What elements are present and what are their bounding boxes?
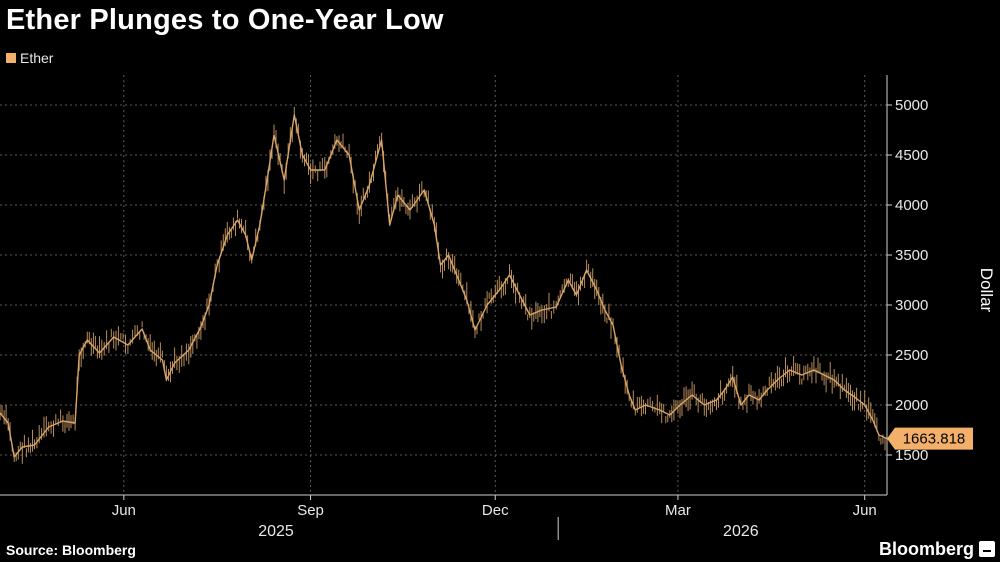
- year-label: 2026: [723, 523, 759, 540]
- y-tick-label: 3000: [895, 297, 928, 314]
- bloomberg-logo: Bloomberg: [878, 539, 974, 559]
- y-tick-label: 4500: [895, 147, 928, 164]
- y-tick-label: 2500: [895, 347, 928, 364]
- bloomberg-terminal-icon: [979, 541, 995, 557]
- ether-price-line: [0, 114, 888, 458]
- y-tick-label: 4000: [895, 197, 928, 214]
- chart-title: Ether Plunges to One-Year Low: [6, 4, 444, 36]
- last-value-label: 1663.818: [903, 431, 966, 448]
- legend-swatch: [6, 53, 16, 63]
- y-tick-label: 2000: [895, 397, 928, 414]
- x-tick-label: Sep: [297, 502, 324, 519]
- legend-label: Ether: [20, 50, 54, 66]
- axes: 1500 2000 2500 3000 3500 4000 4500 5000 Jun Sep De…: [0, 75, 928, 540]
- x-tick-label: Jun: [112, 502, 136, 519]
- last-value-tag: [887, 427, 973, 450]
- legend: Ether: [6, 50, 53, 66]
- last-value-tag-group: 1663.818: [887, 427, 973, 450]
- x-tick-label: Dec: [482, 502, 509, 519]
- year-label: 2025: [258, 523, 294, 540]
- y-tick-label: 3500: [895, 247, 928, 264]
- series-layer: [0, 107, 888, 464]
- grid-lines: [0, 75, 887, 495]
- y-tick-label: 1500: [895, 447, 928, 464]
- y-tick-label: 5000: [895, 97, 928, 114]
- x-tick-label: Mar: [665, 502, 691, 519]
- source-note: Source: Bloomberg: [6, 542, 136, 558]
- x-tick-label: Jun: [853, 502, 877, 519]
